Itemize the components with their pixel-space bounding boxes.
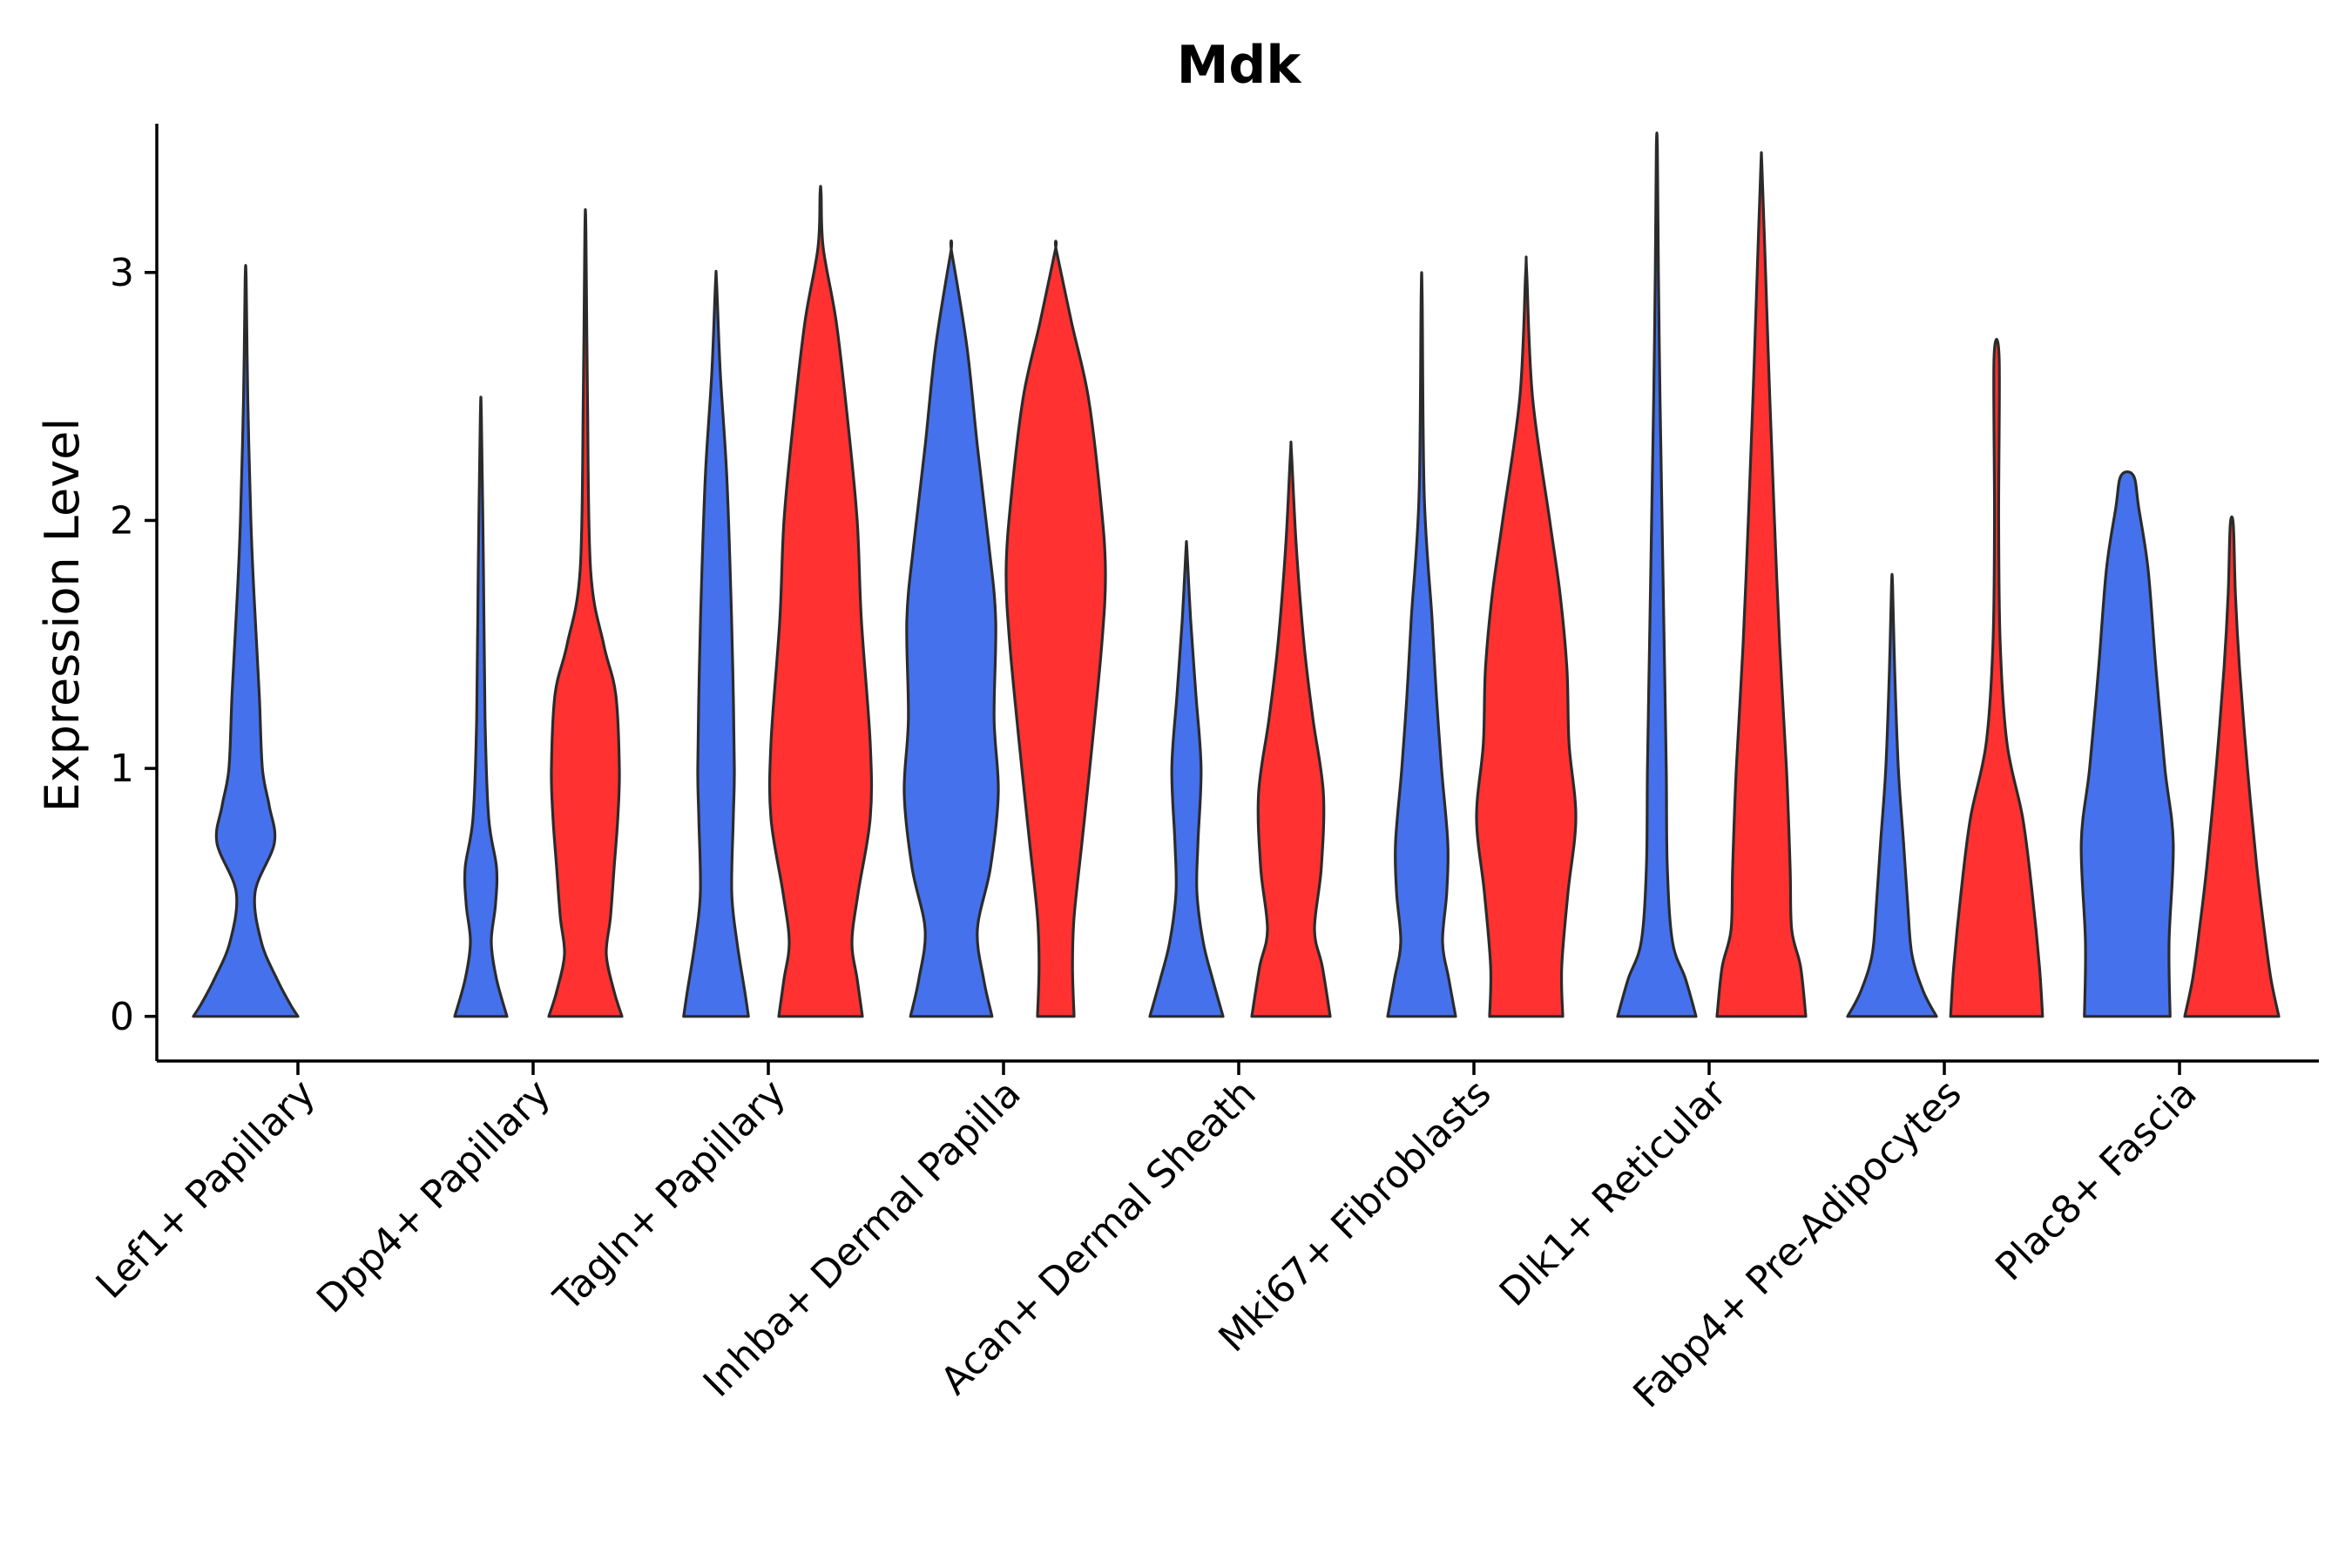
x-tick-label: Tagln+ Papillary bbox=[545, 1071, 794, 1321]
violin-plac8-fascia-series-1 bbox=[2079, 470, 2175, 1018]
violin-lef1-papillary-series-1 bbox=[192, 263, 300, 1018]
y-tick-label: 1 bbox=[110, 747, 134, 791]
violin-dlk1-reticular-series-2 bbox=[1715, 151, 1808, 1018]
violin-plac8-fascia-series-2 bbox=[2183, 515, 2281, 1018]
violin-acan-dermal-sheath-series-2 bbox=[1250, 440, 1332, 1018]
violin-dlk1-reticular-series-1 bbox=[1616, 132, 1698, 1018]
violin-dpp4-papillary-series-2 bbox=[547, 207, 624, 1018]
y-tick-label: 2 bbox=[110, 498, 134, 543]
violin-inhba-dermal-papilla-series-1 bbox=[902, 239, 1000, 1018]
violin-dpp4-papillary-series-1 bbox=[453, 395, 509, 1018]
y-ticks: 0 1 2 3 bbox=[110, 251, 157, 1039]
violin-tagln-papillary-series-2 bbox=[767, 185, 874, 1018]
x-tick-label: Dpp4+ Papillary bbox=[308, 1071, 559, 1322]
violin-fabp4-pre-adipocytes-series-2 bbox=[1949, 337, 2044, 1018]
x-tick-label: Plac8+ Fascia bbox=[1987, 1071, 2206, 1290]
violin-layer bbox=[192, 132, 2281, 1018]
violin-fabp4-pre-adipocytes-series-1 bbox=[1846, 572, 1938, 1018]
y-tick-label: 0 bbox=[110, 995, 134, 1039]
violin-tagln-papillary-series-1 bbox=[682, 269, 750, 1018]
y-axis-label: Expression Level bbox=[35, 418, 90, 813]
x-tick-label: Lef1+ Papillary bbox=[88, 1071, 324, 1308]
x-tick-label: Mki67+ Fibroblasts bbox=[1210, 1071, 1499, 1361]
violin-acan-dermal-sheath-series-1 bbox=[1148, 540, 1225, 1018]
y-tick-label: 3 bbox=[110, 251, 134, 295]
chart-title: Mdk bbox=[1177, 35, 1303, 96]
violin-inhba-dermal-papilla-series-2 bbox=[1004, 240, 1107, 1018]
violin-mki67-fibroblasts-series-2 bbox=[1475, 255, 1578, 1018]
x-tick-label: Dlk1+ Reticular bbox=[1491, 1071, 1736, 1315]
violin-mki67-fibroblasts-series-1 bbox=[1386, 271, 1457, 1018]
